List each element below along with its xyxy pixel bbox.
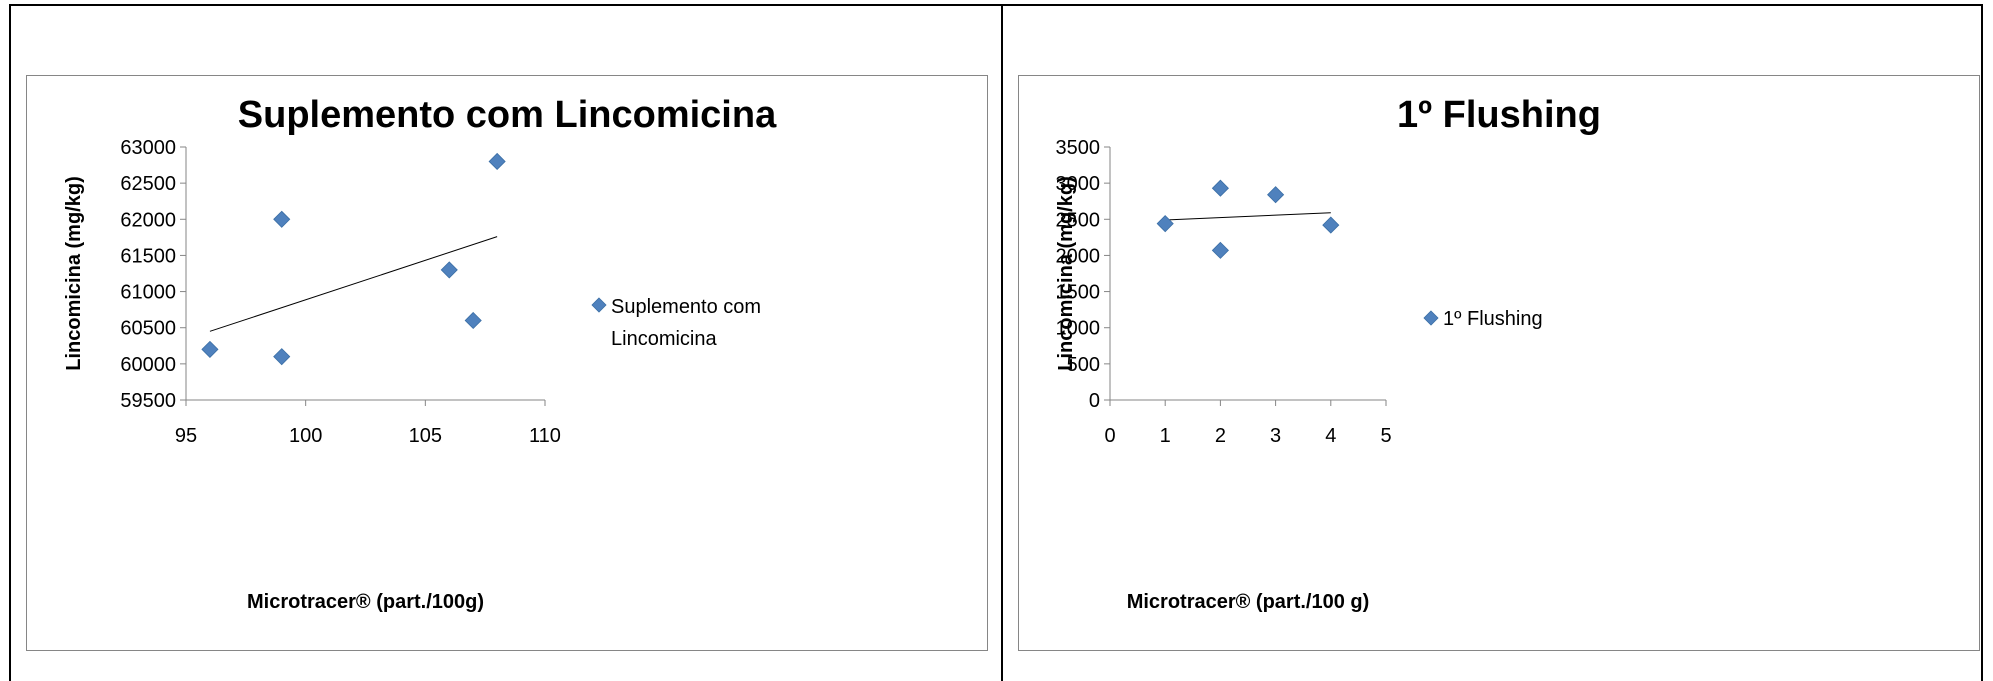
data-point (464, 311, 482, 330)
y-tick-label: 2500 (1056, 209, 1101, 231)
x-axis-title: Microtracer® (part./100 g) (1127, 591, 1370, 613)
x-tick-label: 100 (289, 425, 322, 447)
y-tick-label: 63000 (120, 137, 176, 159)
legend-marker (1423, 310, 1439, 326)
chart-title: 1º Flushing (1397, 94, 1601, 136)
y-tick-label: 60500 (120, 318, 176, 340)
outer-table-divider (1001, 4, 1003, 681)
y-tick-label: 2000 (1056, 245, 1101, 267)
trendline (209, 236, 498, 332)
data-point (201, 340, 219, 358)
y-tick-label: 60000 (120, 354, 176, 376)
y-tick-label: 3500 (1056, 137, 1101, 159)
x-tick-label: 2 (1215, 425, 1226, 447)
chart-title: Suplemento com Lincomicina (238, 94, 777, 136)
chart-flushing: 1º Flushing 0 500 1000 1500 2000 2500 3000 3500 0… (1018, 75, 1980, 651)
x-tick-label: 105 (409, 425, 442, 447)
x-tick-label: 4 (1325, 425, 1336, 447)
data-point (1211, 179, 1229, 197)
y-tick-label: 0 (1089, 390, 1100, 412)
x-tick-label: 110 (529, 425, 561, 447)
x-axis-title: Microtracer® (part./100g) (247, 591, 484, 613)
chart-area-border (1018, 75, 1980, 651)
y-tick-label: 62500 (120, 173, 176, 195)
data-point (273, 348, 291, 366)
data-point (440, 261, 458, 279)
x-tick-label: 5 (1380, 425, 1391, 447)
y-axis-title: Lincomicina (mg/kg) (1055, 176, 1077, 370)
y-tick-label: 1500 (1056, 282, 1101, 304)
legend-marker (591, 297, 607, 313)
x-tick-label: 3 (1270, 425, 1281, 447)
x-tick-label: 0 (1104, 425, 1115, 447)
y-tick-label: 61500 (120, 245, 176, 267)
legend-label: 1º Flushing (1443, 308, 1543, 330)
data-point (273, 210, 291, 228)
x-tick-label: 1 (1160, 425, 1171, 447)
y-tick-label: 500 (1067, 354, 1100, 376)
data-point (1322, 216, 1340, 234)
outer-table-frame (9, 4, 1983, 681)
y-tick-label: 61000 (120, 282, 176, 304)
y-tick-label: 3000 (1056, 173, 1101, 195)
chart-suplemento: Suplemento com Lincomicina 59500 60000 6050… (26, 75, 988, 651)
data-point (488, 152, 506, 171)
y-tick-label: 1000 (1056, 318, 1101, 340)
y-axis-title: Lincomicina (mg/kg) (63, 176, 85, 370)
data-point (1211, 241, 1229, 259)
trendline (1165, 212, 1331, 221)
x-tick-label: 95 (175, 425, 197, 447)
y-tick-label: 59500 (120, 390, 176, 412)
y-tick-label: 62000 (120, 209, 176, 231)
chart-area-border (26, 75, 988, 651)
data-point (1156, 215, 1174, 233)
data-point (1267, 186, 1285, 204)
legend-label: Suplemento com Lincomicina (611, 296, 761, 350)
